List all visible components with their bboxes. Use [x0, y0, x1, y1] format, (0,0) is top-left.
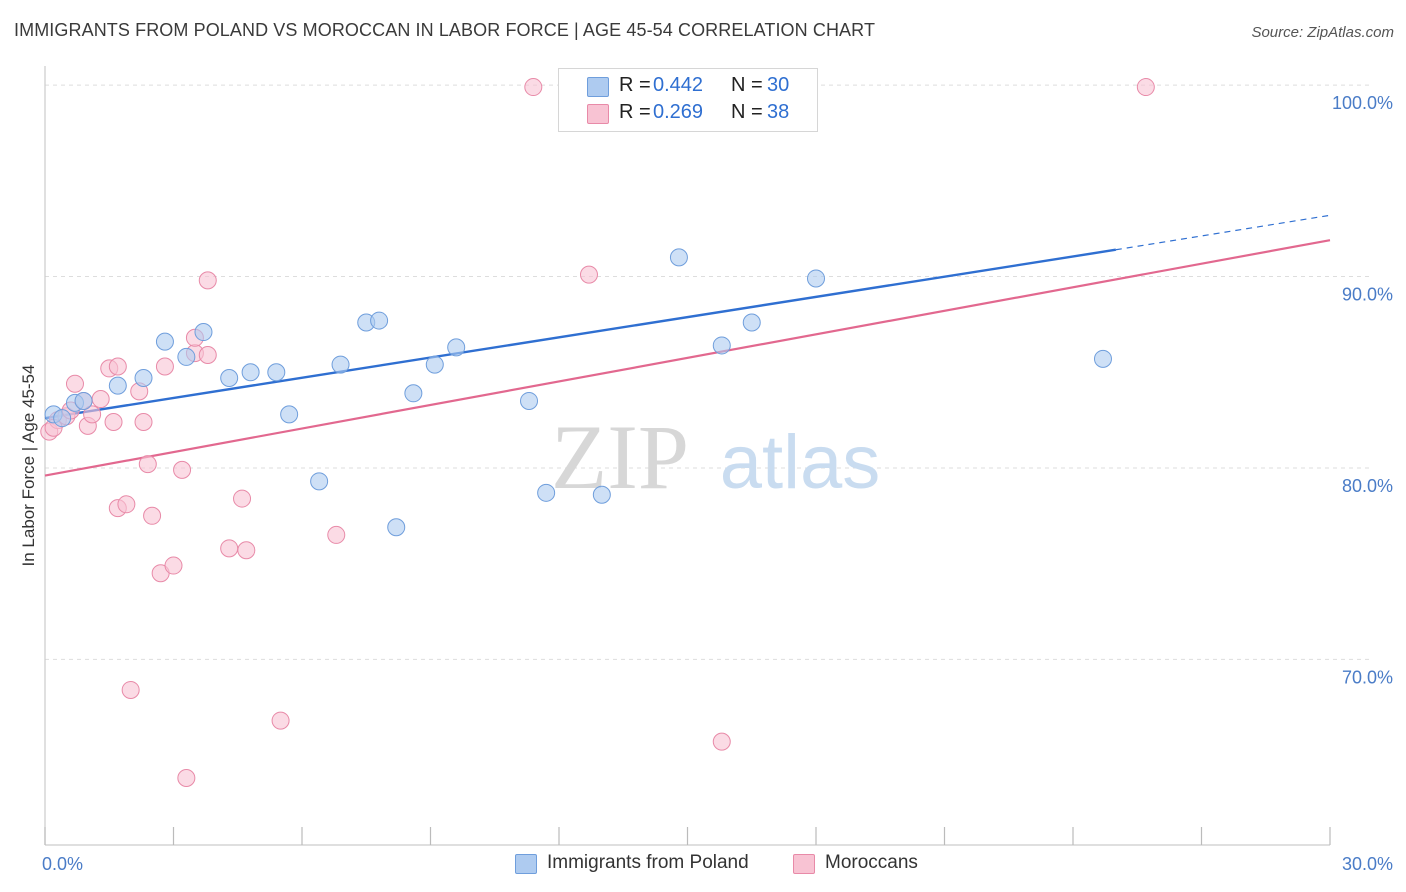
moroccan-point [271, 711, 290, 730]
y-axis-title: In Labor Force | Age 45-54 [19, 365, 38, 567]
poland-swatch [587, 77, 609, 97]
correlation-legend: R = 0.442 N = 30 R = 0.269 N = 38 [558, 68, 818, 132]
poland-point [425, 355, 444, 374]
source-attribution: Source: ZipAtlas.com [1251, 24, 1394, 41]
poland-trend-line [44, 248, 1117, 420]
poland-point [134, 368, 153, 387]
watermark-zip: ZIP [551, 406, 689, 508]
moroccan-point [237, 541, 256, 560]
moroccan-point [1136, 78, 1155, 97]
moroccan-point [83, 405, 102, 424]
poland-point [537, 483, 556, 502]
poland-point [807, 269, 825, 288]
poland-point [1093, 349, 1112, 368]
poland-point [370, 311, 389, 330]
poland-point [669, 248, 688, 267]
axis-layer [44, 66, 1331, 846]
poland-point [267, 363, 286, 382]
moroccan-swatch [587, 104, 609, 124]
poland-point [108, 376, 127, 395]
moroccan-point [121, 680, 140, 699]
moroccan-point [155, 357, 174, 376]
legend-n-label: N = [731, 101, 763, 123]
y-tick-label: 90.0% [1342, 285, 1393, 305]
moroccan-trend-line [44, 239, 1331, 477]
poland-point [241, 363, 260, 382]
poland-point [155, 332, 174, 351]
poland-point [177, 347, 196, 366]
chart-title: IMMIGRANTS FROM POLAND VS MOROCCAN IN LA… [14, 20, 876, 40]
moroccan-point [327, 525, 346, 544]
poland-point [742, 313, 761, 332]
moroccan-point [198, 271, 217, 290]
poland-point [194, 323, 213, 342]
poland-point [387, 518, 406, 537]
moroccan-point [108, 357, 127, 376]
moroccan-point [138, 455, 157, 474]
moroccan-legend-swatch [793, 854, 815, 874]
y-tick-label: 70.0% [1342, 667, 1393, 687]
moroccan-point [233, 489, 252, 508]
poland-point [74, 391, 93, 410]
legend-n-value: 38 [767, 101, 790, 123]
poland-point [310, 472, 329, 491]
legend-r-label: R = [619, 74, 651, 96]
poland-point [220, 368, 239, 387]
poland-point [520, 391, 539, 410]
moroccan-point [143, 506, 162, 525]
watermark-atlas: atlas [720, 420, 881, 505]
poland-legend-swatch [515, 854, 537, 874]
moroccan-point [579, 265, 598, 284]
moroccan-legend-label: Moroccans [825, 852, 918, 873]
watermark: ZIP atlas [551, 406, 880, 508]
x-tick-label: 30.0% [1342, 854, 1393, 874]
moroccan-point [220, 539, 239, 558]
poland-point [712, 336, 731, 355]
trend-layer [44, 214, 1331, 477]
legend-r-label: R = [619, 101, 651, 123]
y-tick-label: 100.0% [1332, 93, 1393, 113]
moroccan-point [524, 78, 543, 97]
legend-n-value: 30 [767, 74, 790, 96]
moroccan-point [177, 769, 196, 788]
moroccan-point [164, 556, 183, 575]
legend-r-value: 0.269 [653, 101, 704, 123]
y-tick-label: 80.0% [1342, 476, 1393, 496]
poland-trend-extension [1115, 214, 1331, 251]
poland-point [592, 485, 611, 504]
legend-r-value: 0.442 [653, 74, 704, 96]
moroccan-point [198, 346, 217, 365]
poland-point [331, 355, 350, 374]
poland-point [280, 405, 299, 424]
moroccan-point [134, 413, 153, 432]
moroccan-point [65, 374, 84, 393]
poland-point [53, 409, 72, 428]
x-tick-label: 0.0% [42, 854, 83, 874]
moroccan-point [104, 413, 123, 432]
moroccan-point [91, 390, 110, 409]
moroccan-point [117, 495, 136, 514]
label-layer: 70.0% 80.0% 90.0% 100.0% 0.0% 30.0% In Labor F… [19, 93, 1393, 874]
legend-n-label: N = [731, 74, 763, 96]
poland-point [447, 338, 466, 357]
poland-legend-label: Immigrants from Poland [547, 852, 749, 873]
moroccan-point [712, 732, 731, 751]
poland-point [404, 384, 423, 403]
points-layer [40, 78, 1155, 788]
moroccan-point [173, 460, 192, 479]
